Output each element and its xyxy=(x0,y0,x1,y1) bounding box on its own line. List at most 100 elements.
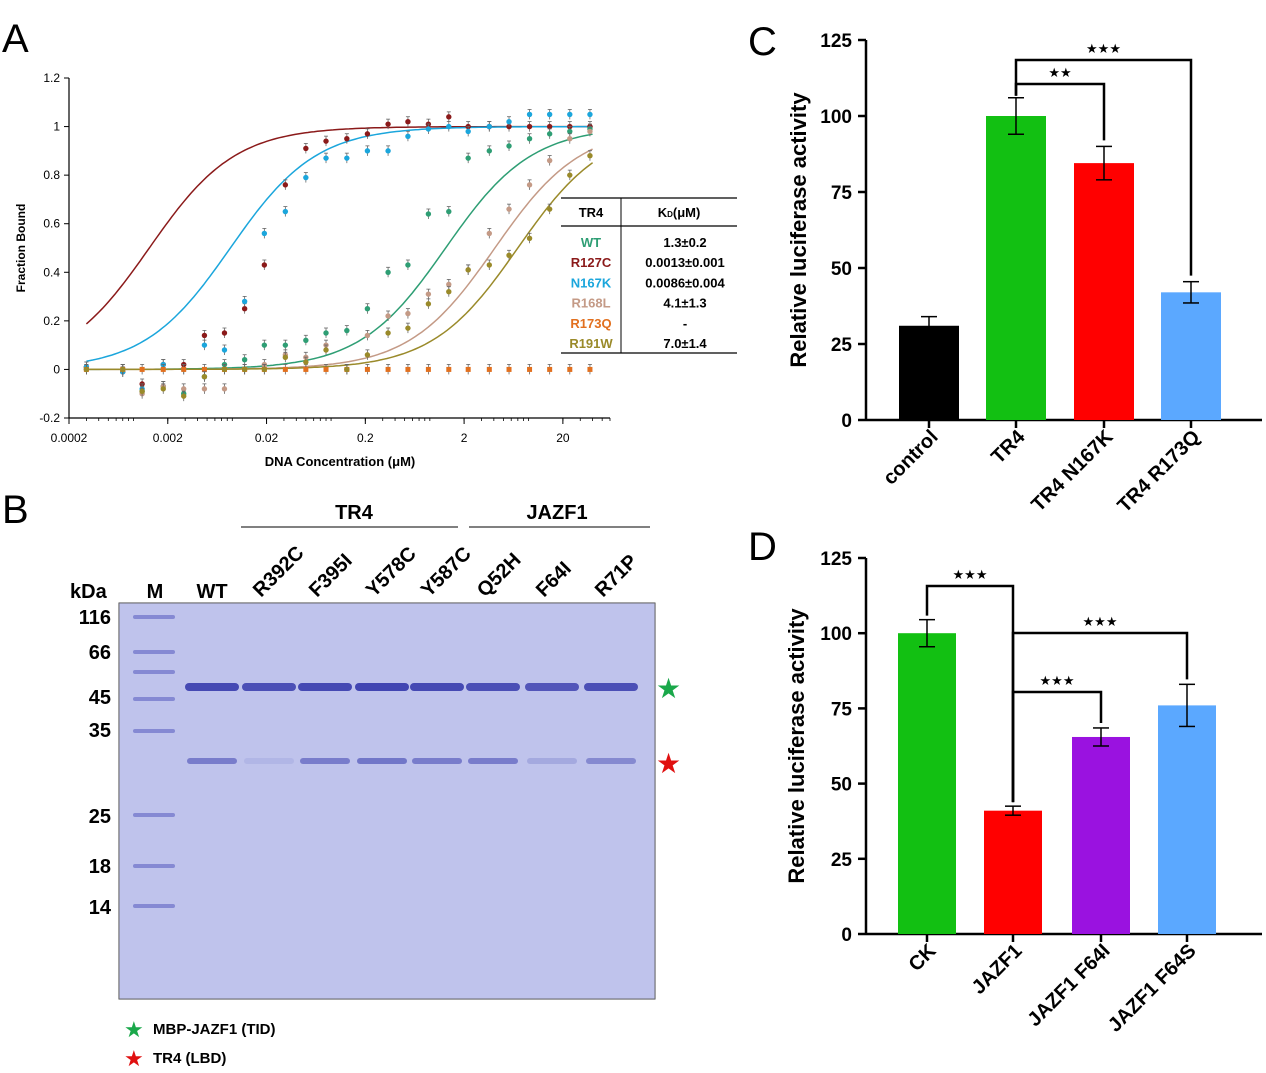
data-point-r168l xyxy=(181,386,187,392)
data-point-wt xyxy=(506,143,512,149)
band-mbp-jazf1 xyxy=(242,683,296,691)
band-mbp-jazf1 xyxy=(466,683,520,691)
data-point-r173q xyxy=(486,366,492,372)
kd-row-value: 0.0013±0.001 xyxy=(645,255,724,270)
data-point-r173q xyxy=(425,366,431,372)
data-point-r127c xyxy=(405,119,411,125)
ladder-band xyxy=(133,904,175,908)
fit-curve-r191w xyxy=(86,162,594,371)
data-point-n167k xyxy=(261,230,268,237)
data-point-r168l xyxy=(587,128,593,135)
band-tr4-lbd xyxy=(357,758,407,764)
band-tr4-lbd xyxy=(412,758,462,764)
data-point-r191w xyxy=(323,347,329,353)
data-point-r191w xyxy=(139,388,145,394)
data-point-wt xyxy=(567,128,573,135)
y-tick-label: 125 xyxy=(820,549,852,570)
data-point-r191w xyxy=(221,366,228,373)
marker-size-label: 116 xyxy=(79,607,111,629)
data-point-r168l xyxy=(446,281,452,288)
band-mbp-jazf1 xyxy=(584,683,638,691)
kda-label: kDa xyxy=(70,581,108,603)
kd-row-value: 1.3±0.2 xyxy=(663,235,706,250)
significance-stars: ★★★ xyxy=(1086,41,1121,56)
significance-stars: ★★★ xyxy=(1040,673,1075,688)
data-point-n167k xyxy=(506,119,512,125)
panel-label-d: D xyxy=(748,525,777,569)
data-point-wt xyxy=(282,342,289,348)
data-point-n167k xyxy=(546,111,553,118)
data-point-n167k xyxy=(344,155,350,161)
kd-row-name: R191W xyxy=(569,336,613,351)
data-point-r168l xyxy=(546,157,553,164)
bar-tr4 xyxy=(986,116,1046,420)
data-point-r127c xyxy=(201,332,208,339)
data-point-r173q xyxy=(446,366,452,372)
data-point-wt xyxy=(486,148,493,154)
panel-a-data-points xyxy=(83,109,593,402)
marker-size-label: 18 xyxy=(89,856,111,878)
data-point-r127c xyxy=(261,262,268,268)
kd-table-header-kd: KD(μM) xyxy=(658,205,701,220)
marker-ladder-bands xyxy=(133,615,175,908)
panel-a-fit-curves xyxy=(85,125,594,371)
group-label-tr4: TR4 xyxy=(335,502,374,524)
band-mbp-jazf1 xyxy=(355,683,409,691)
data-point-r191w xyxy=(201,374,208,380)
panel-a-x-tick-label: 0.0002 xyxy=(51,431,88,445)
kd-row-value: 0.0086±0.004 xyxy=(645,275,725,290)
data-point-r191w xyxy=(83,366,90,373)
data-point-wt xyxy=(425,211,432,217)
marker-size-label: 66 xyxy=(89,642,111,664)
data-point-r191w xyxy=(385,330,391,336)
legend-tr4-lbd: TR4 (LBD) xyxy=(153,1050,226,1067)
data-point-r168l xyxy=(201,386,208,392)
data-point-r168l xyxy=(405,310,411,317)
bar-control xyxy=(899,325,959,420)
data-point-r173q xyxy=(160,366,166,372)
band-tr4-lbd xyxy=(586,758,636,764)
lane-label: Q52H xyxy=(473,549,526,602)
significance-bracket xyxy=(1014,58,1193,276)
significance-bracket xyxy=(1011,690,1103,803)
data-point-n167k xyxy=(201,342,208,348)
legend-star-red-icon: ★ xyxy=(124,1046,144,1071)
significance-stars: ★★★ xyxy=(1083,614,1118,629)
y-tick-label: 50 xyxy=(831,775,852,796)
gel-sheen xyxy=(119,603,655,999)
bar-tr4-n167k xyxy=(1074,163,1134,420)
band-mbp-jazf1 xyxy=(525,683,579,691)
significance-bracket xyxy=(1014,82,1106,141)
data-point-r191w xyxy=(405,325,411,331)
panel-label-c: C xyxy=(748,20,777,64)
band-tr4-lbd xyxy=(468,758,518,764)
lane-label: Y587C xyxy=(417,543,476,602)
data-point-n167k xyxy=(486,123,493,130)
data-point-wt xyxy=(526,136,533,142)
category-label: JAZF1 xyxy=(968,940,1027,999)
data-point-r168l xyxy=(385,313,391,319)
y-tick-label: 25 xyxy=(831,850,853,871)
panel-a-x-tick-label: 2 xyxy=(461,431,468,445)
data-point-n167k xyxy=(587,111,593,118)
data-point-r191w xyxy=(160,386,166,392)
data-point-r168l xyxy=(567,136,573,142)
data-point-n167k xyxy=(526,111,533,118)
y-tick-label: 0 xyxy=(841,925,852,946)
y-tick-label: 75 xyxy=(831,183,853,204)
band-mbp-jazf1 xyxy=(298,683,352,691)
data-point-r173q xyxy=(323,366,329,372)
data-point-n167k xyxy=(446,123,452,130)
data-point-r191w xyxy=(506,252,512,258)
y-tick-label: 125 xyxy=(820,31,852,52)
band-mbp-jazf1 xyxy=(410,683,464,691)
data-point-r127c xyxy=(344,136,350,142)
data-point-r168l xyxy=(221,386,228,392)
legend-mbp-jazf1: MBP-JAZF1 (TID) xyxy=(153,1021,276,1038)
kd-table-rows: WT 1.3±0.2 R127C 0.0013±0.001 N167K 0.0086±0.… xyxy=(569,235,725,351)
category-label: JAZF1 F64I xyxy=(1024,940,1115,1031)
kd-row-name: R173Q xyxy=(570,316,611,331)
fit-curve-wt xyxy=(86,133,593,371)
